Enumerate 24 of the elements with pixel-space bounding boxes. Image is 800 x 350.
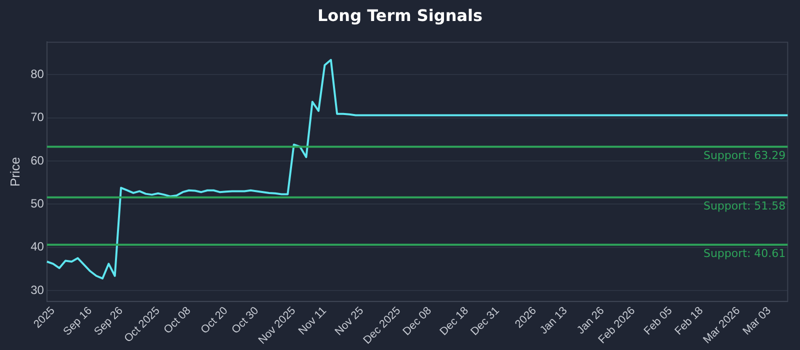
x-tick-label: Nov 11 <box>296 304 329 338</box>
ref-line-label: Support: 51.58 <box>703 200 786 213</box>
ref-line-label: Support: 40.61 <box>703 247 786 260</box>
y-tick-label: 30 <box>30 282 44 297</box>
chart-title: Long Term Signals <box>316 5 484 27</box>
y-axis-title: Price <box>7 156 22 187</box>
x-tick-label: Jan 13 <box>538 304 570 337</box>
x-tick-label: Sep 26 <box>92 304 126 338</box>
x-tick-label: Feb 18 <box>672 304 706 338</box>
y-tick-label: 70 <box>30 110 44 124</box>
y-tick-label: 50 <box>30 196 44 210</box>
x-tick-label: Mar 03 <box>740 304 774 338</box>
x-tick-label: Feb 05 <box>642 304 675 338</box>
ref-line-label: Support: 63.29 <box>703 149 786 162</box>
x-tick-label: Oct 08 <box>162 304 194 336</box>
x-tick-label: Dec 08 <box>400 304 434 338</box>
x-tick-label: Dec 18 <box>438 304 471 338</box>
x-tick-label: Oct 30 <box>230 304 262 336</box>
x-tick-label: Sep 16 <box>61 304 94 338</box>
y-tick-label: 40 <box>30 240 44 254</box>
x-tick-label: Dec 31 <box>468 304 502 338</box>
x-tick-label: Oct 20 <box>198 304 230 336</box>
y-tick-label: 80 <box>30 66 44 81</box>
y-tick-label: 60 <box>30 153 44 168</box>
